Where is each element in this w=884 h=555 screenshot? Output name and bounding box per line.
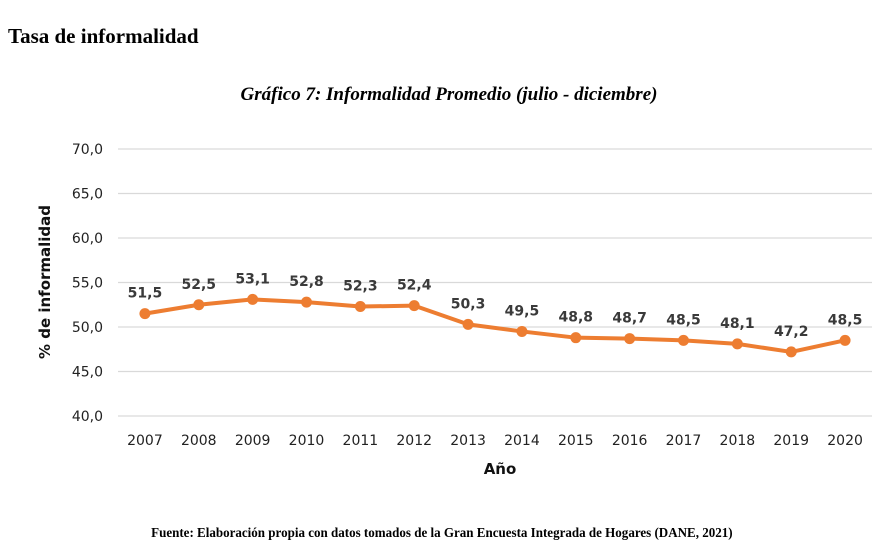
x-tick-label: 2007 (127, 433, 163, 449)
data-label: 48,1 (720, 316, 755, 332)
data-label: 48,5 (666, 312, 701, 328)
x-axis-ticks: 2007 2008 2009 2010 2011 2012 2013 2014 2015 2016… (127, 433, 863, 449)
data-point (678, 334, 689, 346)
data-point (570, 332, 582, 344)
y-tick-label: 65,0 (72, 187, 103, 203)
data-label: 52,3 (343, 279, 378, 295)
y-axis-title: % de informalidad (36, 205, 54, 359)
gridlines (118, 148, 872, 417)
x-tick-label: 2010 (289, 433, 325, 449)
y-tick-label: 45,0 (72, 365, 103, 381)
x-tick-label: 2014 (504, 433, 540, 449)
x-tick-label: 2020 (827, 433, 863, 449)
x-tick-label: 2018 (720, 433, 756, 449)
source-note: Fuente: Elaboración propia con datos tom… (151, 526, 733, 541)
data-point (193, 299, 205, 311)
data-label: 48,7 (612, 311, 647, 327)
y-tick-label: 70,0 (72, 142, 103, 158)
x-tick-label: 2012 (396, 433, 432, 449)
section-title: Tasa de informalidad (8, 24, 199, 48)
x-tick-label: 2019 (773, 433, 809, 449)
x-tick-label: 2009 (235, 433, 271, 449)
x-tick-label: 2011 (343, 433, 379, 449)
series-line (144, 297, 846, 354)
x-tick-label: 2016 (612, 433, 648, 449)
y-tick-label: 50,0 (72, 320, 103, 336)
data-point (301, 296, 312, 308)
data-label: 53,1 (235, 271, 270, 287)
data-point (354, 301, 366, 313)
data-point (785, 346, 797, 358)
data-label: 52,5 (182, 277, 217, 293)
chart-title: Gráfico 7: Informalidad Promedio (julio … (240, 84, 658, 105)
y-tick-label: 40,0 (72, 409, 103, 425)
series-group (139, 293, 851, 358)
x-tick-label: 2008 (181, 433, 217, 449)
x-axis-title: Año (484, 460, 517, 478)
y-tick-label: 55,0 (72, 276, 103, 292)
x-tick-label: 2013 (450, 433, 486, 449)
x-tick-label: 2017 (666, 433, 702, 449)
data-point (462, 318, 474, 330)
data-point (516, 325, 528, 337)
x-tick-label: 2015 (558, 433, 594, 449)
data-label: 51,5 (128, 286, 163, 302)
data-point (731, 338, 743, 350)
data-label: 52,4 (397, 278, 432, 294)
data-point (624, 333, 636, 345)
data-point (839, 334, 851, 346)
data-labels: 51,5 52,5 53,1 52,8 52,3 52,4 50,3 49,5 48,8 48,7… (128, 271, 863, 340)
y-tick-label: 60,0 (72, 231, 103, 247)
data-label: 47,2 (774, 324, 809, 340)
data-label: 50,3 (451, 296, 486, 312)
data-label: 48,5 (828, 312, 863, 328)
data-label: 49,5 (505, 303, 540, 319)
data-label: 48,8 (559, 310, 594, 326)
data-point (247, 293, 259, 305)
y-axis-ticks: 40,0 45,0 50,0 55,0 60,0 65,0 70,0 (72, 142, 103, 425)
data-point (408, 300, 420, 312)
data-point (139, 308, 151, 320)
data-label: 52,8 (289, 274, 324, 290)
